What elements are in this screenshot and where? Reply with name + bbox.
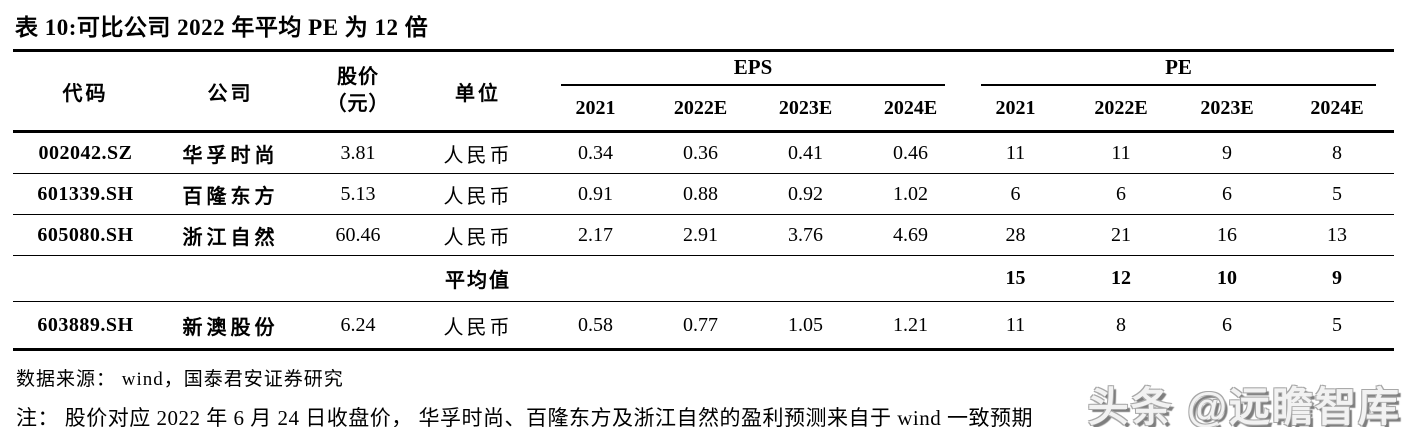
col-header-code: 代码	[13, 52, 158, 133]
cell-pe-2024e: 5	[1280, 301, 1395, 351]
cell-eps-2024e	[858, 255, 964, 302]
cell-price: 60.46	[303, 214, 413, 256]
cell-eps-2024e: 4.69	[858, 214, 964, 256]
cell-eps-2021: 2.17	[543, 214, 648, 256]
cell-pe-2021: 15	[963, 255, 1069, 302]
cell-unit: 人民币	[413, 301, 543, 351]
cell-company: 新澳股份	[158, 301, 303, 351]
cell-eps-2023e: 0.41	[753, 131, 858, 174]
cell-pe-2023e: 6	[1174, 301, 1281, 351]
cell-code: 605080.SH	[13, 214, 158, 256]
footnote: 注： 股价对应 2022 年 6 月 24 日收盘价， 华孚时尚、百隆东方及浙江…	[16, 406, 1033, 427]
col-header-pe-2021: 2021	[963, 86, 1069, 133]
cell-pe-2024e: 9	[1280, 255, 1395, 302]
header-group-row: 代码 公司 股价 （元） 单位 EPS PE	[13, 52, 1394, 133]
table-row: 605080.SH 浙江自然 60.46 人民币 2.17 2.91 3.76 …	[13, 214, 1395, 256]
cell-price: 5.13	[303, 173, 413, 215]
col-group-eps: EPS	[543, 52, 963, 86]
cell-pe-2022e: 8	[1068, 301, 1175, 351]
cell-eps-2023e: 1.05	[753, 301, 858, 351]
cell-unit: 人民币	[413, 214, 543, 256]
cell-eps-2023e	[753, 255, 858, 302]
col-header-eps-2024e: 2024E	[858, 86, 964, 133]
col-header-price-line2: （元）	[326, 93, 390, 115]
table-row: 603889.SH 新澳股份 6.24 人民币 0.58 0.77 1.05 1…	[13, 301, 1395, 351]
cell-pe-2022e: 11	[1068, 131, 1175, 174]
pe-comparison-table: 代码 公司 股价 （元） 单位 EPS PE 2021 2022E 2023E …	[13, 52, 1395, 351]
cell-eps-2024e: 0.46	[858, 131, 964, 174]
cell-eps-2022e: 0.88	[648, 173, 753, 215]
cell-eps-2021: 0.91	[543, 173, 648, 215]
average-row: 平均值 15 12 10 9	[13, 255, 1395, 302]
cell-eps-2021	[543, 255, 648, 302]
cell-pe-2024e: 13	[1280, 214, 1395, 256]
cell-pe-2022e: 12	[1068, 255, 1175, 302]
cell-pe-2023e: 6	[1174, 173, 1281, 215]
col-header-eps-2022e: 2022E	[648, 86, 753, 133]
cell-eps-2021: 0.58	[543, 301, 648, 351]
data-source-note: 数据来源： wind，国泰君安证券研究	[16, 369, 344, 390]
cell-eps-2024e: 1.02	[858, 173, 964, 215]
cell-eps-2022e: 0.36	[648, 131, 753, 174]
cell-pe-2023e: 10	[1174, 255, 1281, 302]
col-header-price-line1: 股价	[337, 66, 379, 88]
cell-price: 6.24	[303, 301, 413, 351]
cell-pe-2024e: 8	[1280, 131, 1395, 174]
header-year-row: 2021 2022E 2023E 2024E 2021 2022E 2023E …	[13, 86, 1395, 133]
col-group-pe: PE	[963, 52, 1394, 86]
cell-price: 3.81	[303, 131, 413, 174]
cell-company: 浙江自然	[158, 214, 303, 256]
cell-company	[158, 255, 303, 302]
cell-eps-2021: 0.34	[543, 131, 648, 174]
cell-eps-2022e: 2.91	[648, 214, 753, 256]
col-header-pe-2024e: 2024E	[1280, 86, 1395, 133]
table-title: 表 10:可比公司 2022 年平均 PE 为 12 倍	[13, 4, 1394, 52]
col-header-pe-2022e: 2022E	[1068, 86, 1175, 133]
cell-eps-2024e: 1.21	[858, 301, 964, 351]
cell-eps-2022e	[648, 255, 753, 302]
cell-pe-2023e: 9	[1174, 131, 1281, 174]
cell-code	[13, 255, 158, 302]
col-header-unit: 单位	[413, 52, 543, 133]
table-row: 601339.SH 百隆东方 5.13 人民币 0.91 0.88 0.92 1…	[13, 173, 1395, 215]
cell-unit: 人民币	[413, 173, 543, 215]
cell-pe-2021: 11	[963, 131, 1069, 174]
col-group-pe-label: PE	[981, 53, 1377, 86]
cell-price	[303, 255, 413, 302]
cell-pe-2021: 11	[963, 301, 1069, 351]
cell-code: 603889.SH	[13, 301, 158, 351]
cell-code: 002042.SZ	[13, 131, 158, 174]
cell-eps-2023e: 3.76	[753, 214, 858, 256]
cell-eps-2022e: 0.77	[648, 301, 753, 351]
cell-eps-2023e: 0.92	[753, 173, 858, 215]
cell-pe-2022e: 6	[1068, 173, 1175, 215]
col-group-eps-label: EPS	[561, 53, 946, 86]
col-header-pe-2023e: 2023E	[1174, 86, 1281, 133]
col-header-company: 公司	[158, 52, 303, 133]
cell-unit: 人民币	[413, 131, 543, 174]
toutiao-watermark: 头条 @远瞻智库	[1087, 384, 1401, 427]
average-label: 平均值	[413, 255, 543, 302]
col-header-eps-2021: 2021	[543, 86, 648, 133]
cell-pe-2021: 6	[963, 173, 1069, 215]
cell-company: 百隆东方	[158, 173, 303, 215]
cell-pe-2022e: 21	[1068, 214, 1175, 256]
cell-company: 华孚时尚	[158, 131, 303, 174]
cell-pe-2021: 28	[963, 214, 1069, 256]
cell-pe-2024e: 5	[1280, 173, 1395, 215]
col-header-price: 股价 （元）	[303, 52, 413, 133]
table-row: 002042.SZ 华孚时尚 3.81 人民币 0.34 0.36 0.41 0…	[13, 131, 1395, 174]
cell-code: 601339.SH	[13, 173, 158, 215]
cell-pe-2023e: 16	[1174, 214, 1281, 256]
col-header-eps-2023e: 2023E	[753, 86, 858, 133]
